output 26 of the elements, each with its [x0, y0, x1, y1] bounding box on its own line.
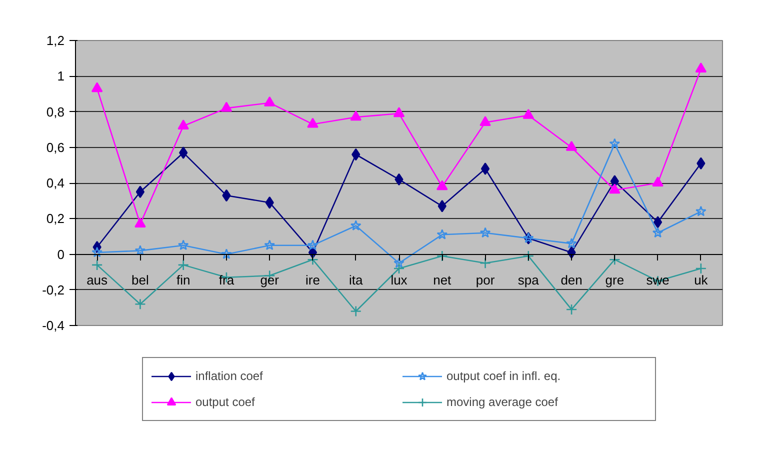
- x-tick-label: lux: [390, 272, 408, 288]
- x-tick-label: fin: [176, 272, 190, 288]
- x-tick-label: aus: [86, 272, 108, 288]
- y-tick-label: 0,4: [46, 176, 65, 190]
- x-tick-label: bel: [132, 272, 149, 288]
- x-tick-label: net: [433, 272, 452, 288]
- x-tick-label: spa: [518, 272, 540, 288]
- y-tick-label: 0,2: [46, 211, 65, 226]
- x-tick-label: ire: [306, 272, 320, 288]
- legend-label: inflation coef: [196, 369, 264, 383]
- y-tick-label: 1: [57, 68, 65, 84]
- y-tick-label: 0,6: [46, 140, 65, 155]
- x-tick-label: por: [476, 272, 496, 288]
- y-tick-label: -0,2: [42, 282, 65, 298]
- legend-label: output coef: [196, 395, 256, 409]
- x-tick-label: uk: [694, 272, 708, 288]
- x-tick-label: gre: [605, 272, 624, 288]
- x-tick-label: ita: [349, 272, 364, 288]
- legend-label: moving average coef: [446, 395, 559, 409]
- legend-label: output coef in infl. eq.: [446, 369, 562, 383]
- y-tick-label: 1,2: [46, 33, 65, 48]
- x-tick-label: ger: [260, 272, 280, 288]
- y-tick-label: 0: [57, 246, 65, 262]
- y-tick-label: -0,4: [42, 318, 65, 333]
- y-tick-label: 0,8: [46, 104, 65, 120]
- x-tick-label: den: [560, 272, 582, 288]
